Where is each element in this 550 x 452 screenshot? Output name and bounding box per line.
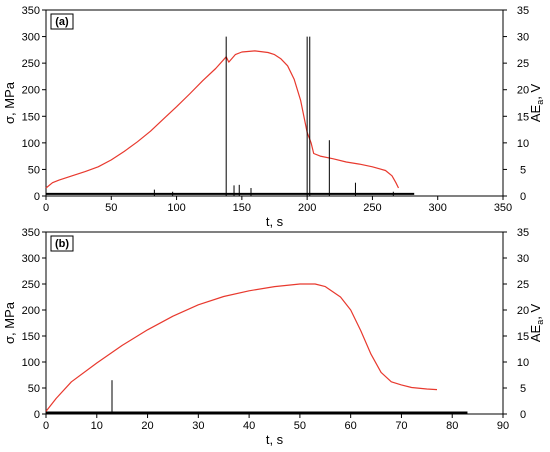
x-axis-label: t, s bbox=[266, 214, 284, 229]
x-tick-label: 20 bbox=[141, 420, 153, 432]
y-left-axis-label: σ, MPa bbox=[2, 301, 17, 344]
x-tick-label: 80 bbox=[446, 420, 458, 432]
x-tick-label: 70 bbox=[395, 420, 407, 432]
y-right-label-main: AE bbox=[528, 104, 543, 122]
plot-frame bbox=[45, 231, 504, 415]
y-right-label-subscript: a bbox=[535, 320, 545, 325]
y-left-tick-label: 300 bbox=[22, 32, 40, 44]
y-left-tick-label: 250 bbox=[22, 279, 40, 291]
y-right-tick-label: 35 bbox=[517, 5, 529, 17]
x-tick-label: 250 bbox=[363, 202, 381, 214]
y-left-tick-label: 350 bbox=[22, 227, 40, 239]
y-left-tick-label: 200 bbox=[22, 85, 40, 97]
y-right-axis-label: AEa, V bbox=[528, 304, 545, 343]
y-right-tick-label: 15 bbox=[517, 111, 529, 123]
stress-curve bbox=[45, 283, 438, 412]
y-left-tick-label: 0 bbox=[34, 191, 40, 203]
y-left-tick-label: 50 bbox=[28, 383, 40, 395]
x-tick-label: 50 bbox=[294, 420, 306, 432]
y-left-tick-label: 300 bbox=[22, 253, 40, 265]
x-axis-label: t, s bbox=[266, 432, 284, 447]
y-right-tick-label: 20 bbox=[517, 85, 529, 97]
y-left-tick-label: 200 bbox=[22, 305, 40, 317]
panel-label-box bbox=[50, 235, 74, 252]
y-left-tick-label: 150 bbox=[22, 111, 40, 123]
x-tick-label: 60 bbox=[345, 420, 357, 432]
x-tick-label: 100 bbox=[167, 202, 185, 214]
x-tick-label: 10 bbox=[91, 420, 103, 432]
y-right-tick-label: 35 bbox=[517, 227, 529, 239]
y-right-tick-label: 25 bbox=[517, 58, 529, 70]
y-right-tick-label: 20 bbox=[517, 305, 529, 317]
x-tick-label: 50 bbox=[105, 202, 117, 214]
y-left-tick-label: 50 bbox=[28, 164, 40, 176]
y-right-label-unit: , V bbox=[528, 304, 543, 320]
y-right-tick-label: 10 bbox=[517, 357, 529, 369]
y-right-tick-label: 10 bbox=[517, 138, 529, 150]
stress-curve bbox=[45, 50, 400, 189]
y-right-tick-label: 25 bbox=[517, 279, 529, 291]
chart-panel-a: 0 50 100 150 200 250 300 3500501001502002503003… bbox=[2, 5, 545, 229]
y-right-tick-label: 30 bbox=[517, 253, 529, 265]
x-tick-label: 40 bbox=[243, 420, 255, 432]
y-right-tick-label: 30 bbox=[517, 32, 529, 44]
y-left-tick-label: 100 bbox=[22, 357, 40, 369]
plot-frame bbox=[45, 9, 504, 197]
y-right-tick-label: 5 bbox=[520, 164, 526, 176]
x-tick-label: 350 bbox=[494, 202, 512, 214]
y-right-axis-label: AEa, V bbox=[528, 84, 545, 123]
y-left-tick-label: 350 bbox=[22, 5, 40, 17]
chart-panel-b: 0 10 20 30 40 50 60 70 80 90050100150200250300350… bbox=[2, 227, 545, 447]
x-tick-label: 90 bbox=[497, 420, 509, 432]
panel-label-box bbox=[50, 13, 74, 30]
y-left-tick-label: 250 bbox=[22, 58, 40, 70]
x-tick-label: 300 bbox=[429, 202, 447, 214]
y-right-label-main: AE bbox=[528, 324, 543, 342]
y-left-tick-label: 150 bbox=[22, 331, 40, 343]
y-left-tick-label: 0 bbox=[34, 409, 40, 421]
y-right-tick-label: 15 bbox=[517, 331, 529, 343]
y-right-label-unit: , V bbox=[528, 84, 543, 100]
y-right-label-subscript: a bbox=[535, 100, 545, 105]
panel-label: (a) bbox=[55, 16, 69, 28]
x-tick-label: 30 bbox=[192, 420, 204, 432]
y-left-tick-label: 100 bbox=[22, 138, 40, 150]
x-tick-label: 0 bbox=[43, 202, 49, 214]
x-tick-label: 150 bbox=[233, 202, 251, 214]
x-tick-label: 200 bbox=[298, 202, 316, 214]
y-right-tick-label: 0 bbox=[520, 409, 526, 421]
x-tick-label: 0 bbox=[43, 420, 49, 432]
panel-label: (b) bbox=[55, 238, 69, 250]
y-left-axis-label: σ, MPa bbox=[2, 81, 17, 124]
y-right-tick-label: 0 bbox=[520, 191, 526, 203]
y-right-tick-label: 5 bbox=[520, 383, 526, 395]
